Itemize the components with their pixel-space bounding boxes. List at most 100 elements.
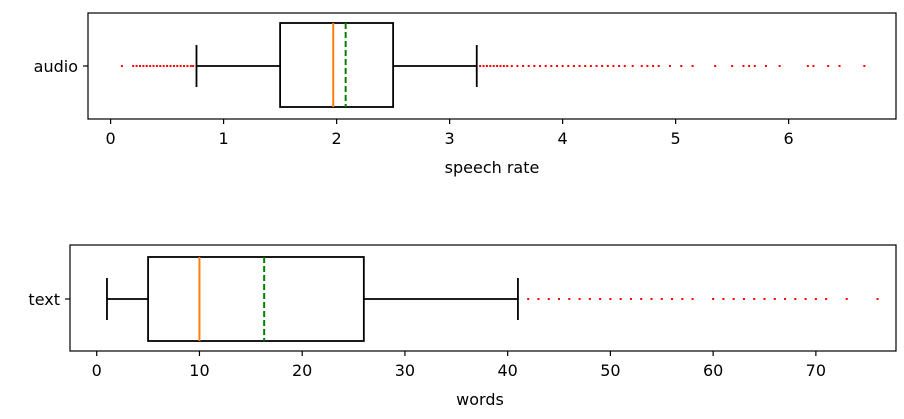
outlier-point: [479, 65, 482, 67]
outlier-point: [631, 65, 634, 67]
outlier-point: [544, 65, 547, 67]
outlier-point: [166, 65, 169, 67]
category-label: audio: [34, 57, 78, 76]
outlier-point: [572, 65, 575, 67]
outlier-point: [595, 65, 598, 67]
outlier-point: [192, 65, 195, 67]
outlier-point: [784, 298, 787, 300]
iqr-box: [147, 256, 365, 342]
outlier-point: [183, 65, 186, 67]
outlier-point: [606, 65, 609, 67]
outlier-point: [145, 65, 148, 67]
outlier-point: [691, 298, 694, 300]
outlier-point: [681, 298, 684, 300]
outlier-point: [489, 65, 492, 67]
outlier-point: [172, 65, 175, 67]
outlier-point: [132, 65, 135, 67]
outlier-point: [584, 65, 587, 67]
outlier-point: [522, 65, 525, 67]
outlier-point: [555, 65, 558, 67]
outlier-point: [806, 65, 809, 67]
outlier-point: [623, 65, 626, 67]
outlier-point: [589, 65, 592, 67]
outlier-point: [527, 65, 530, 67]
outlier-point: [765, 65, 768, 67]
x-tick-label: 6: [784, 129, 794, 148]
outlier-point: [485, 65, 488, 67]
chart-panel-audio: audio 0 1 2 3 4 5 6 speech rate: [34, 12, 897, 177]
x-tick-label: 60: [703, 361, 723, 380]
axes-frame: [69, 244, 897, 352]
outlier-point: [714, 65, 717, 67]
outlier-point: [578, 298, 581, 300]
x-tick-label: 0: [92, 361, 102, 380]
outlier-point: [812, 65, 815, 67]
x-axis-label: words: [456, 390, 504, 409]
outlier-point: [748, 65, 751, 67]
outlier-point: [619, 298, 622, 300]
outlier-point: [539, 65, 542, 67]
x-tick-label: 0: [106, 129, 116, 148]
outlier-point: [568, 298, 571, 300]
x-tick-label: 20: [292, 361, 312, 380]
outlier-point: [827, 65, 830, 67]
outlier-point: [499, 65, 502, 67]
outlier-point: [169, 65, 172, 67]
outlier-point: [547, 298, 550, 300]
outlier-point: [155, 65, 158, 67]
outlier-point: [176, 65, 179, 67]
outlier-point: [578, 65, 581, 67]
outlier-point: [149, 65, 152, 67]
outlier-point: [712, 298, 715, 300]
outlier-point: [186, 65, 189, 67]
x-tick-label: 70: [806, 361, 826, 380]
outlier-point: [558, 298, 561, 300]
outlier-point: [179, 65, 182, 67]
outlier-point: [722, 298, 725, 300]
outlier-point: [657, 65, 660, 67]
outlier-point: [618, 65, 621, 67]
x-tick-label: 4: [558, 129, 568, 148]
outlier-point: [162, 65, 165, 67]
outlier-point: [612, 65, 615, 67]
x-tick-label: 1: [219, 129, 229, 148]
x-tick-label: 5: [671, 129, 681, 148]
outlier-point: [640, 298, 643, 300]
x-axis-label: speech rate: [445, 158, 540, 177]
x-tick-label: 40: [497, 361, 517, 380]
outlier-point: [533, 65, 536, 67]
category-label: text: [28, 290, 60, 309]
outlier-point: [742, 65, 745, 67]
outlier-point: [652, 65, 655, 67]
outlier-point: [567, 65, 570, 67]
x-tick-label: 2: [332, 129, 342, 148]
outlier-point: [753, 65, 756, 67]
outlier-point: [863, 65, 866, 67]
outlier-point: [814, 298, 817, 300]
outlier-point: [506, 65, 509, 67]
outlier-point: [845, 298, 848, 300]
outlier-point: [142, 65, 145, 67]
outlier-point: [502, 65, 505, 67]
outlier-point: [680, 65, 683, 67]
outlier-point: [732, 298, 735, 300]
outlier-point: [773, 298, 776, 300]
outlier-point: [482, 65, 485, 67]
outlier-point: [731, 65, 734, 67]
outlier-point: [492, 65, 495, 67]
outlier-point: [550, 65, 553, 67]
outlier-point: [159, 65, 162, 67]
outlier-point: [135, 65, 138, 67]
outlier-point: [876, 298, 879, 300]
outlier-point: [599, 298, 602, 300]
outlier-point: [561, 65, 564, 67]
outlier-point: [588, 298, 591, 300]
outlier-point: [120, 65, 123, 67]
outlier-point: [189, 65, 192, 67]
outlier-point: [152, 65, 155, 67]
outlier-point: [742, 298, 745, 300]
outlier-point: [138, 65, 141, 67]
iqr-box: [279, 22, 395, 108]
outlier-point: [660, 298, 663, 300]
